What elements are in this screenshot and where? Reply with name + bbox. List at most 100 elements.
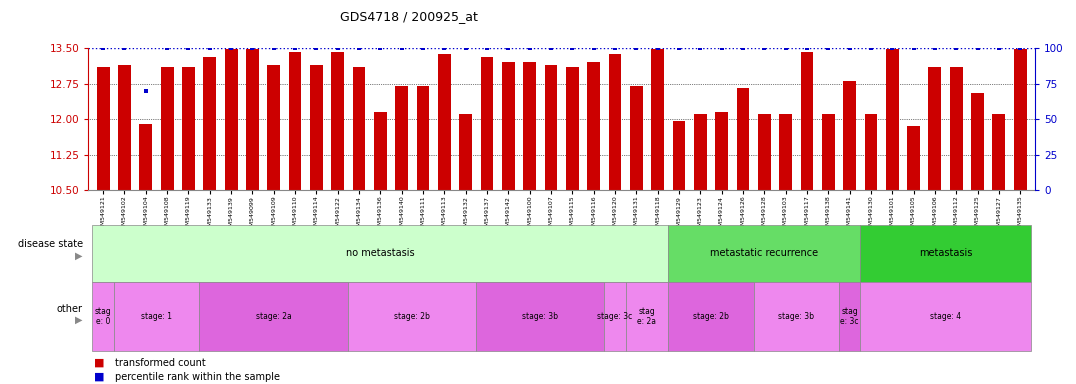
Point: [948, 45, 965, 51]
Point: [883, 45, 901, 51]
Bar: [416, 86, 429, 190]
Bar: [502, 62, 514, 190]
Point: [436, 45, 453, 51]
Text: stage: 3b: stage: 3b: [778, 312, 815, 321]
Bar: [950, 67, 963, 190]
Point: [180, 45, 197, 51]
Text: stage: 3c: stage: 3c: [597, 312, 633, 321]
Bar: [1014, 49, 1027, 190]
Bar: [481, 58, 494, 190]
Bar: [459, 114, 472, 190]
Point: [713, 45, 731, 51]
Text: GDS4718 / 200925_at: GDS4718 / 200925_at: [340, 10, 478, 23]
Bar: [907, 126, 920, 190]
Point: [457, 45, 475, 51]
Bar: [374, 112, 386, 190]
Text: percentile rank within the sample: percentile rank within the sample: [115, 372, 280, 382]
Bar: [523, 62, 536, 190]
Point: [244, 45, 261, 51]
Point: [820, 45, 837, 51]
Point: [414, 45, 431, 51]
Bar: [182, 67, 195, 190]
Point: [158, 45, 175, 51]
Point: [585, 45, 603, 51]
Point: [499, 45, 516, 51]
Point: [968, 45, 986, 51]
Point: [777, 45, 794, 51]
Text: stage: 2b: stage: 2b: [693, 312, 728, 321]
Point: [138, 88, 155, 94]
Point: [926, 45, 944, 51]
Text: stag
e: 2a: stag e: 2a: [637, 307, 656, 326]
Point: [372, 45, 390, 51]
Bar: [267, 65, 280, 190]
Bar: [160, 67, 173, 190]
Text: ■: ■: [94, 372, 104, 382]
Point: [692, 45, 709, 51]
Text: stage: 3b: stage: 3b: [522, 312, 558, 321]
Point: [521, 45, 538, 51]
Bar: [886, 49, 898, 190]
Point: [95, 45, 112, 51]
Bar: [651, 49, 664, 190]
Point: [734, 45, 751, 51]
Bar: [331, 52, 344, 190]
Text: disease state: disease state: [17, 239, 83, 249]
Text: stage: 1: stage: 1: [141, 312, 172, 321]
Bar: [929, 67, 942, 190]
Text: other: other: [57, 304, 83, 314]
Point: [393, 45, 410, 51]
Bar: [972, 93, 983, 190]
Point: [116, 45, 133, 51]
Text: stage: 2a: stage: 2a: [256, 312, 292, 321]
Bar: [310, 65, 323, 190]
Text: ▶: ▶: [75, 315, 83, 325]
Point: [329, 45, 346, 51]
Bar: [118, 65, 131, 190]
Bar: [395, 86, 408, 190]
Text: no metastasis: no metastasis: [346, 248, 414, 258]
Text: stag
e: 3c: stag e: 3c: [840, 307, 859, 326]
Point: [479, 45, 496, 51]
Bar: [694, 114, 707, 190]
Text: transformed count: transformed count: [115, 358, 206, 368]
Point: [798, 45, 816, 51]
Bar: [566, 67, 579, 190]
Bar: [609, 54, 621, 190]
Bar: [438, 54, 451, 190]
Bar: [758, 114, 770, 190]
Bar: [992, 114, 1005, 190]
Text: stage: 4: stage: 4: [930, 312, 961, 321]
Point: [265, 45, 282, 51]
Point: [841, 45, 859, 51]
Point: [755, 45, 773, 51]
Bar: [779, 114, 792, 190]
Point: [286, 45, 303, 51]
Point: [308, 45, 325, 51]
Bar: [737, 88, 749, 190]
Bar: [353, 67, 366, 190]
Bar: [288, 52, 301, 190]
Bar: [629, 86, 642, 190]
Bar: [864, 114, 877, 190]
Bar: [801, 52, 813, 190]
Bar: [587, 62, 600, 190]
Point: [990, 45, 1007, 51]
Point: [670, 45, 688, 51]
Text: ■: ■: [94, 358, 104, 368]
Point: [607, 45, 624, 51]
Bar: [822, 114, 835, 190]
Bar: [203, 58, 216, 190]
Point: [649, 45, 666, 51]
Point: [564, 45, 581, 51]
Bar: [97, 67, 110, 190]
Text: stage: 2b: stage: 2b: [395, 312, 430, 321]
Point: [1011, 45, 1029, 51]
Text: metastatic recurrence: metastatic recurrence: [710, 248, 819, 258]
Point: [201, 45, 218, 51]
Bar: [246, 49, 259, 190]
Point: [627, 45, 645, 51]
Text: stag
e: 0: stag e: 0: [95, 307, 112, 326]
Bar: [844, 81, 856, 190]
Point: [905, 45, 922, 51]
